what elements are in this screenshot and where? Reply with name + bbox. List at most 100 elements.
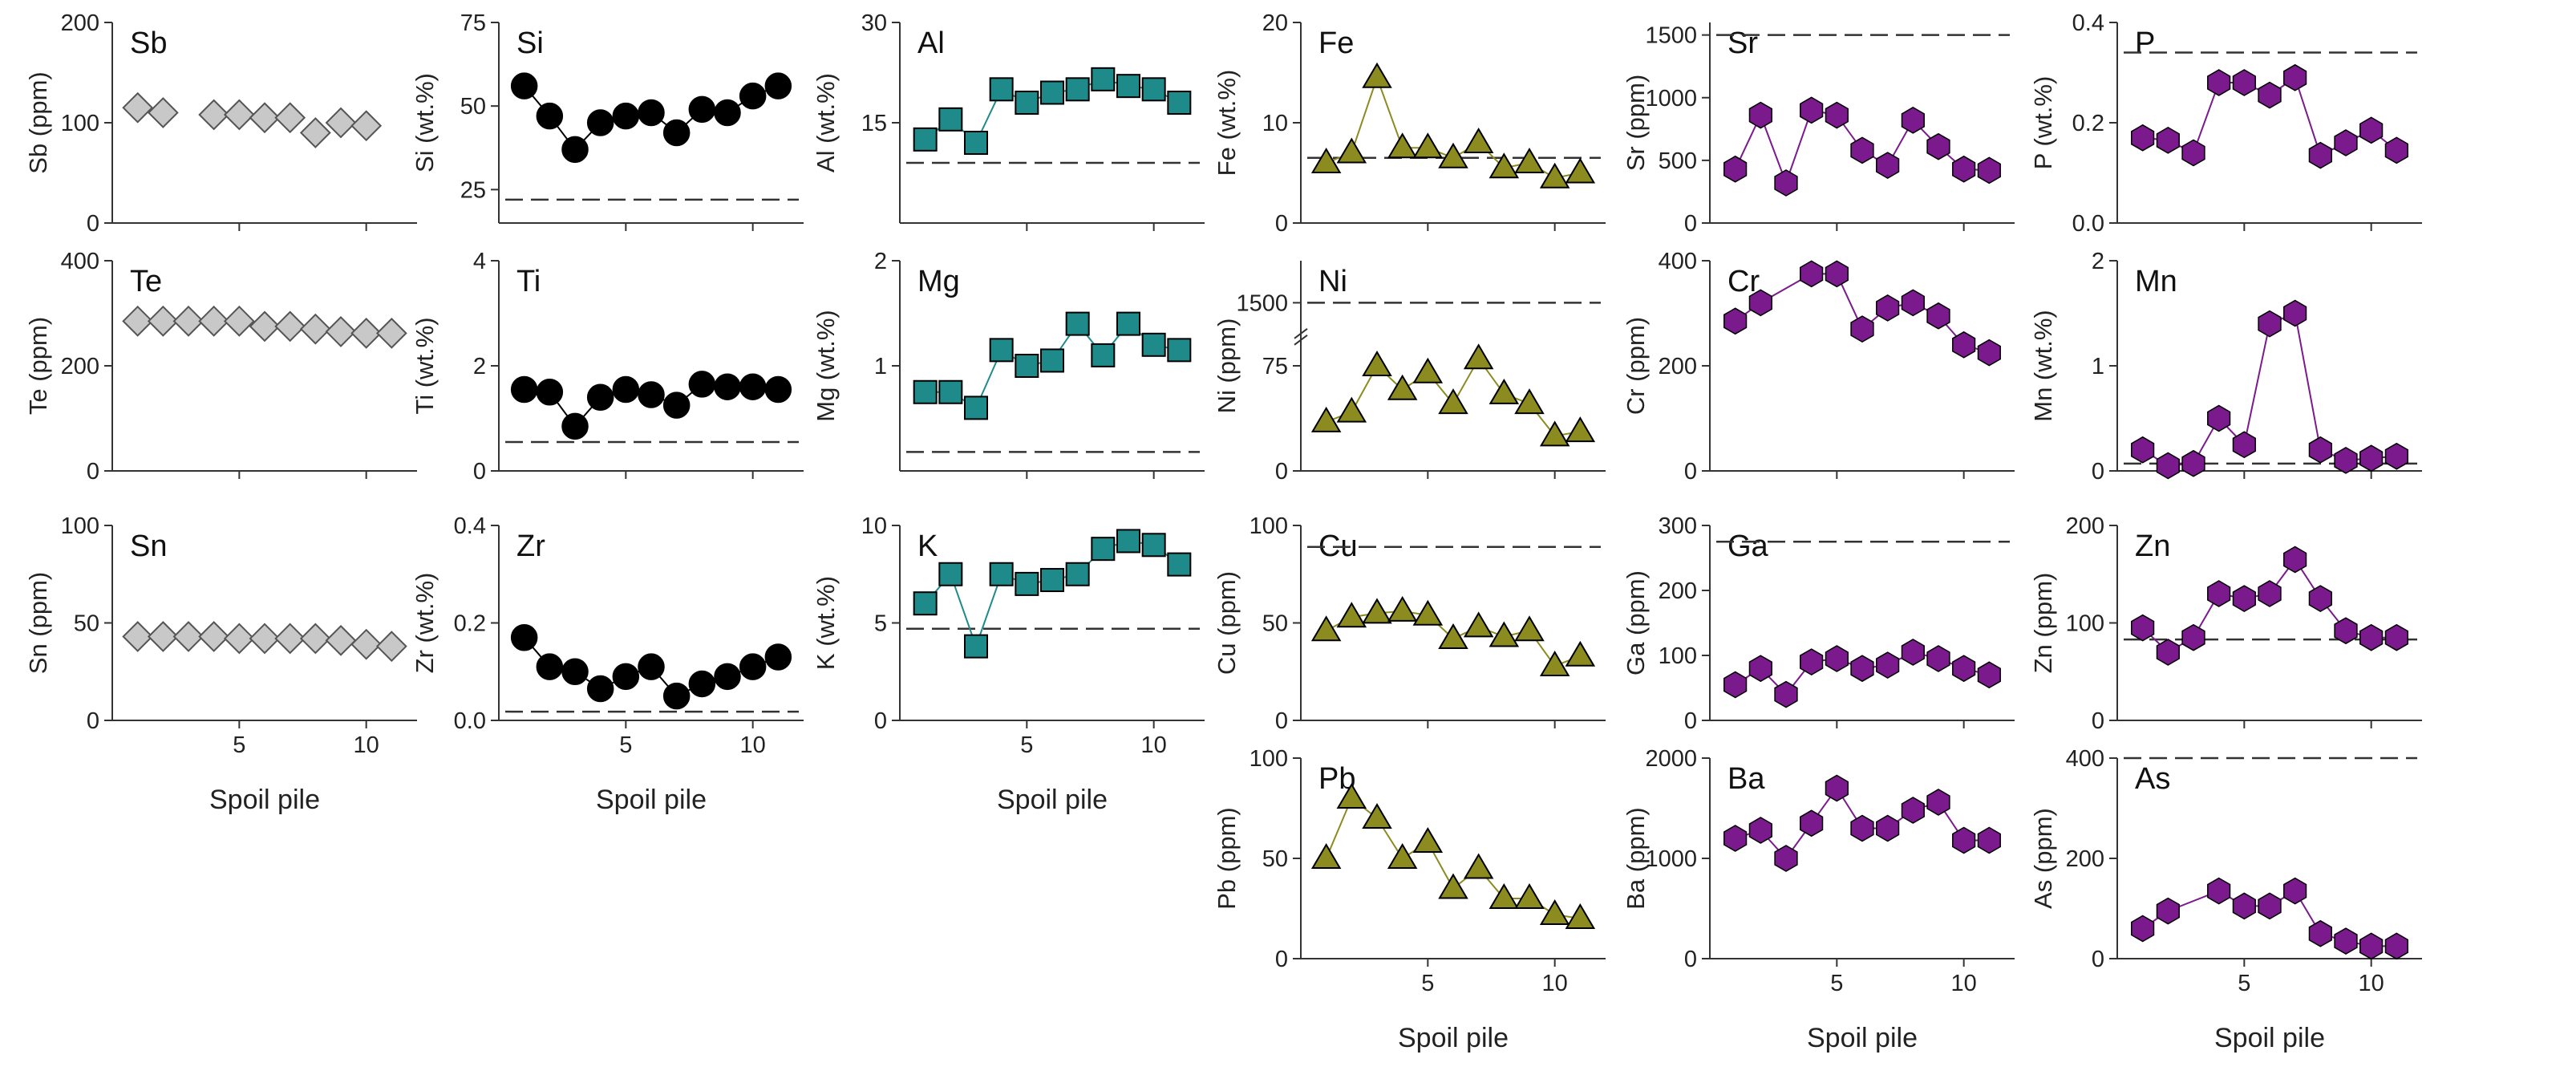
data-point xyxy=(2232,69,2256,96)
data-point xyxy=(1412,827,1444,853)
series-line xyxy=(1735,273,1990,354)
y-tick-label: 0.4 xyxy=(2072,10,2104,36)
data-point xyxy=(1310,406,1342,432)
data-point xyxy=(147,97,179,128)
data-point xyxy=(510,375,538,404)
y-axis-label: As (ppm) xyxy=(2029,808,2057,909)
data-point xyxy=(688,670,716,698)
data-point xyxy=(2384,442,2408,470)
data-point xyxy=(1977,661,2001,689)
data-point xyxy=(1774,680,1798,708)
y-tick-label: 2 xyxy=(473,354,486,379)
x-tick-label: 5 xyxy=(1830,971,1843,996)
data-point xyxy=(612,663,640,691)
data-point xyxy=(2131,436,2155,464)
y-tick-label: 25 xyxy=(460,177,486,203)
y-tick-label: 0 xyxy=(87,211,99,237)
data-point xyxy=(1336,602,1367,628)
data-point xyxy=(2308,436,2332,464)
data-point xyxy=(913,379,938,404)
data-point xyxy=(375,317,407,349)
data-point xyxy=(1387,843,1418,869)
data-point xyxy=(913,591,938,616)
data-point xyxy=(274,102,306,134)
data-point xyxy=(739,82,767,110)
data-point xyxy=(1876,651,1900,679)
data-point xyxy=(2131,915,2155,943)
data-point xyxy=(714,99,741,127)
data-point xyxy=(1116,74,1140,99)
data-point xyxy=(2232,892,2256,920)
data-point xyxy=(2156,897,2180,925)
data-point xyxy=(764,72,792,99)
data-point xyxy=(2384,932,2408,960)
data-point xyxy=(1514,388,1545,415)
data-point xyxy=(938,107,963,132)
y-tick-label: 0.2 xyxy=(2072,111,2104,136)
data-point xyxy=(2232,431,2256,459)
y-tick-label: 1 xyxy=(2092,354,2104,379)
y-tick-label: 0.0 xyxy=(454,708,486,734)
data-point xyxy=(1015,354,1039,378)
y-tick-label: 1000 xyxy=(1645,846,1697,872)
panel-sn: 0 50 100 5 10 Sn (ppm) Sn xyxy=(24,513,417,758)
data-point xyxy=(1748,101,1772,129)
panel-ti: 0 2 4 Ti (wt.%) Ti xyxy=(411,249,804,485)
data-point xyxy=(1167,338,1192,363)
data-point xyxy=(2359,623,2384,651)
y-tick-label: 0 xyxy=(1275,211,1288,237)
data-point xyxy=(662,391,691,419)
data-point xyxy=(1850,136,1874,164)
panel-title: Ga xyxy=(1727,529,1769,563)
data-point xyxy=(2131,124,2155,152)
x-axis-label: Spoil pile xyxy=(596,785,707,815)
data-point xyxy=(1438,142,1468,168)
panel-sr: 0 500 1000 1500 Sr (ppm) Sr xyxy=(1622,22,2015,237)
y-tick-label: 100 xyxy=(1659,643,1697,669)
y-axis-label: Ti (wt.%) xyxy=(411,317,439,414)
panel-title: As xyxy=(2135,762,2170,796)
data-point xyxy=(350,110,383,142)
data-point xyxy=(223,305,255,337)
data-point xyxy=(1977,156,2001,185)
y-tick-label: 1500 xyxy=(1236,290,1288,316)
y-tick-label: 50 xyxy=(1262,611,1288,637)
data-point xyxy=(274,623,306,655)
data-point xyxy=(2181,623,2205,651)
data-point xyxy=(913,127,938,152)
data-point xyxy=(1167,552,1192,577)
y-axis-label: Mn (wt.%) xyxy=(2029,310,2057,422)
data-point xyxy=(1362,598,1392,624)
y-axis-label: P (wt.%) xyxy=(2029,76,2057,170)
panel-title: Sr xyxy=(1727,26,1758,60)
data-point xyxy=(1850,655,1874,683)
data-point xyxy=(2334,129,2358,156)
data-point xyxy=(2359,116,2384,144)
data-point xyxy=(299,313,331,345)
data-point xyxy=(1336,396,1367,423)
data-point xyxy=(612,375,640,404)
data-point xyxy=(2207,69,2231,96)
y-tick-label: 2 xyxy=(874,249,887,274)
y-tick-label: 15 xyxy=(861,111,887,136)
y-tick-label: 0 xyxy=(87,459,99,485)
panel-al: 15 30 Al (wt.%) Al xyxy=(812,10,1205,231)
data-point xyxy=(147,305,179,337)
y-axis-label: Ga (ppm) xyxy=(1622,570,1650,675)
panel-te: 0 200 400 Te (ppm) Te xyxy=(24,249,417,485)
y-axis-label: Te (ppm) xyxy=(24,317,52,415)
panel-title: Zn xyxy=(2135,529,2170,563)
y-axis-label: Cu (ppm) xyxy=(1213,571,1241,675)
y-tick-label: 0 xyxy=(87,708,99,734)
y-axis-label: Sn (ppm) xyxy=(24,572,52,674)
y-tick-label: 200 xyxy=(61,10,99,36)
data-point xyxy=(1800,809,1824,838)
data-point xyxy=(172,305,205,337)
data-point xyxy=(2258,310,2282,338)
data-point xyxy=(1040,568,1064,593)
panel-fe: 0 10 20 Fe (wt.%) Fe xyxy=(1213,10,1606,237)
y-axis-label: Ni (ppm) xyxy=(1213,318,1241,414)
data-point xyxy=(2308,919,2332,947)
data-point xyxy=(1825,645,1849,672)
